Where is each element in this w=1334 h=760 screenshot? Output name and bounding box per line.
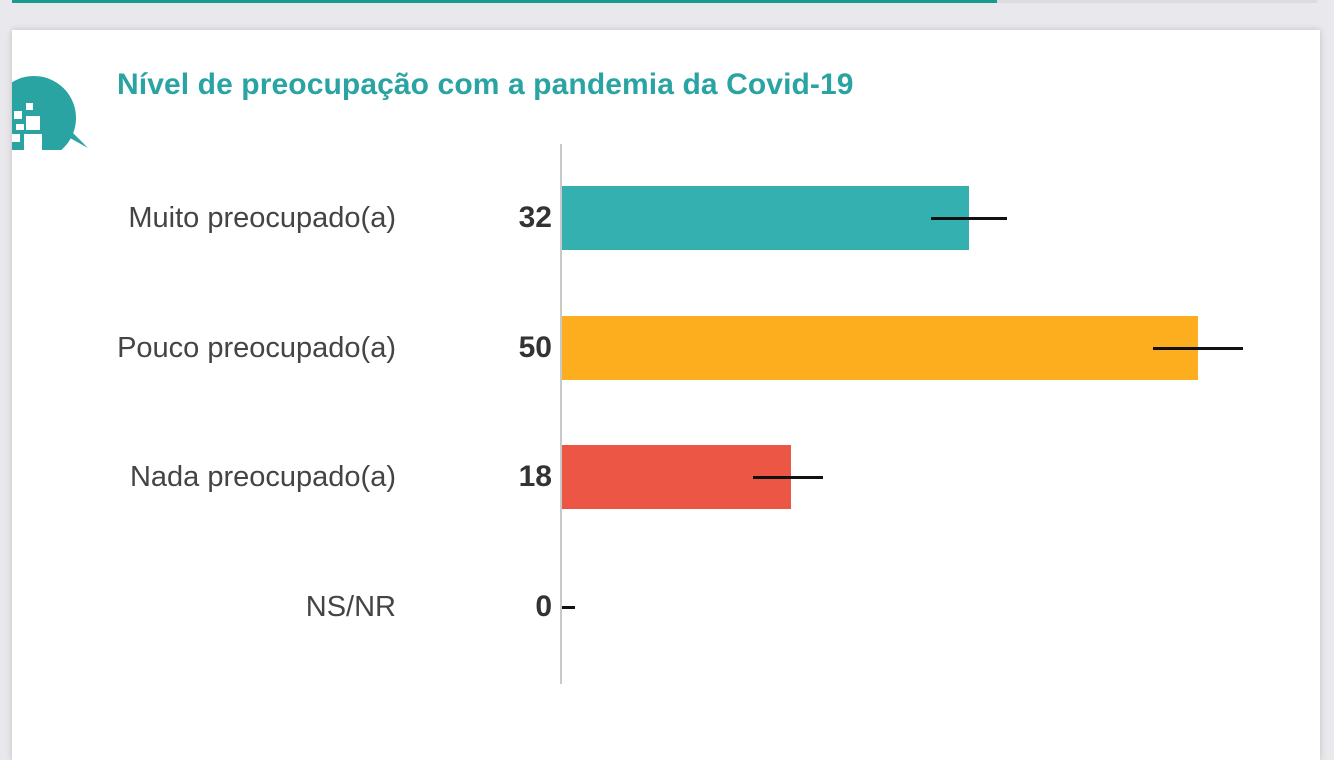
top-progress-track: [997, 0, 1317, 3]
value-label: 32: [518, 201, 552, 234]
value-label: 50: [518, 331, 552, 364]
category-label: Muito preocupado(a): [128, 202, 396, 234]
bar-row: Nada preocupado(a) 18: [12, 445, 1320, 509]
error-bar: [562, 606, 575, 609]
bar-row: Pouco preocupado(a) 50: [12, 316, 1320, 380]
bar: [562, 316, 1198, 380]
bar: [562, 445, 791, 509]
bar: [562, 186, 970, 250]
chart-card: Nível de preocupação com a pandemia da C…: [12, 30, 1320, 760]
category-label: Pouco preocupado(a): [117, 332, 396, 364]
bar-row: NS/NR 0: [12, 575, 1320, 639]
value-label: 18: [518, 460, 552, 493]
error-bar: [752, 476, 823, 479]
top-progress-accent: [12, 0, 997, 3]
error-bar: [1153, 347, 1243, 350]
value-label: 0: [535, 590, 552, 623]
y-axis-line: [560, 144, 562, 684]
error-bar: [930, 217, 1008, 220]
category-label: Nada preocupado(a): [129, 461, 396, 493]
speech-bubble-q-logo-icon: [12, 76, 88, 150]
chart-title: Nível de preocupação com a pandemia da C…: [117, 68, 854, 101]
category-label: NS/NR: [305, 591, 396, 623]
bar-row: Muito preocupado(a) 32: [12, 186, 1320, 250]
